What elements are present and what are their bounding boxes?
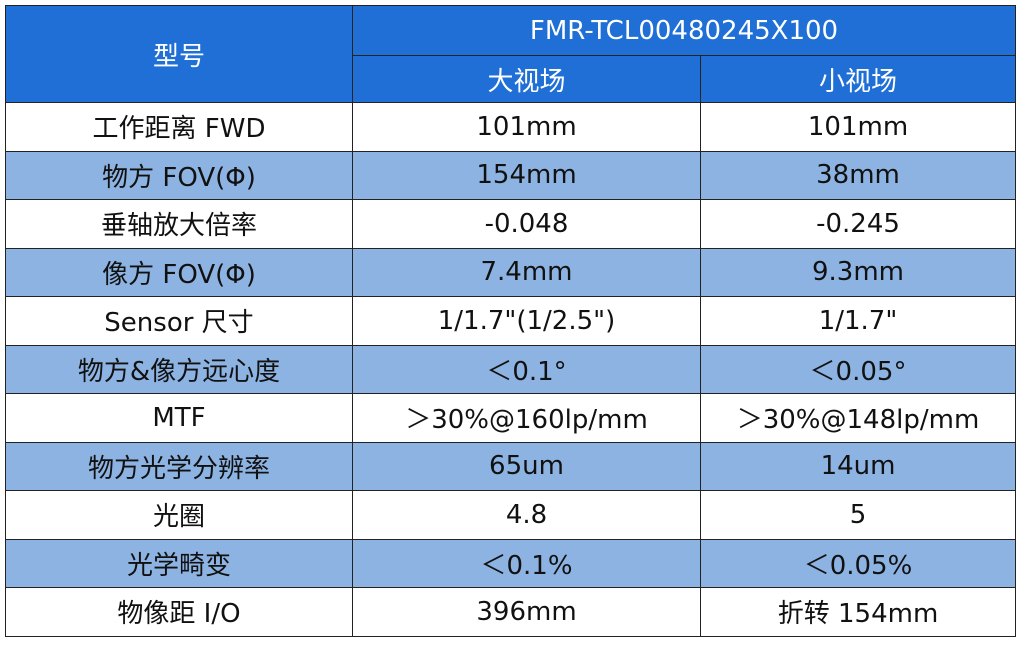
cell: ＞30%@160lp/mm (352, 393, 701, 443)
row-label: Sensor 尺寸 (5, 296, 353, 346)
spec-table: 型号 FMR-TCL00480245X100 大视场 小视场 工作距离 FWD 1… (5, 5, 1017, 637)
row-label: 物方 FOV(Φ) (5, 150, 353, 200)
cell: 154mm (352, 150, 701, 200)
table-row: 光学畸变 ＜0.1% ＜0.05% (5, 538, 1017, 588)
header-row: 大视场 小视场 (6, 55, 1017, 103)
cell: 1/1.7"(1/2.5") (352, 296, 701, 346)
header-column: 大视场 (352, 55, 701, 103)
cell: ＜0.1% (352, 538, 701, 588)
table-row: Sensor 尺寸 1/1.7"(1/2.5") 1/1.7" (5, 296, 1017, 346)
table-row: 物方光学分辨率 65um 14um (5, 441, 1017, 491)
row-label: 物方&像方远心度 (5, 344, 353, 394)
cell: ＜0.05% (699, 538, 1017, 588)
header-row: 型号 FMR-TCL00480245X100 (5, 5, 1017, 103)
cell: 9.3mm (699, 247, 1017, 297)
cell: 7.4mm (352, 247, 701, 297)
table-row: 物方 FOV(Φ) 154mm 38mm (5, 150, 1017, 200)
row-label: 物像距 I/O (5, 587, 353, 637)
table-row: 物方&像方远心度 ＜0.1° ＜0.05° (5, 344, 1017, 394)
table-body: 工作距离 FWD 101mm 101mm 物方 FOV(Φ) 154mm 38mm 垂轴放大… (5, 102, 1017, 637)
cell: ＜0.05° (699, 344, 1017, 394)
table-header: 型号 FMR-TCL00480245X100 大视场 小视场 (5, 5, 1017, 103)
cell: ＞30%@148lp/mm (699, 393, 1017, 443)
header-group: FMR-TCL00480245X100 (351, 5, 1017, 56)
cell: 14um (699, 441, 1017, 491)
cell: 1/1.7" (699, 296, 1017, 346)
header-column: 小视场 (699, 55, 1017, 103)
header-title: 型号 (5, 5, 353, 103)
table-row: 像方 FOV(Φ) 7.4mm 9.3mm (5, 247, 1017, 297)
row-label: 光学畸变 (5, 538, 353, 588)
cell: 38mm (699, 150, 1017, 200)
cell: 396mm (352, 587, 701, 637)
table-row: 光圈 4.8 5 (5, 490, 1017, 540)
cell: -0.048 (352, 199, 701, 249)
table-row: MTF ＞30%@160lp/mm ＞30%@148lp/mm (5, 393, 1017, 443)
cell: 101mm (699, 102, 1017, 152)
table-row: 工作距离 FWD 101mm 101mm (5, 102, 1017, 152)
cell: 65um (352, 441, 701, 491)
table-row: 垂轴放大倍率 -0.048 -0.245 (5, 199, 1017, 249)
cell: -0.245 (699, 199, 1017, 249)
cell: ＜0.1° (352, 344, 701, 394)
row-label: 像方 FOV(Φ) (5, 247, 353, 297)
row-label: 光圈 (5, 490, 353, 540)
cell: 折转 154mm (699, 587, 1017, 637)
cell: 4.8 (352, 490, 701, 540)
row-label: 垂轴放大倍率 (5, 199, 353, 249)
row-label: 物方光学分辨率 (5, 441, 353, 491)
cell: 5 (699, 490, 1017, 540)
row-label: MTF (5, 393, 353, 443)
row-label: 工作距离 FWD (5, 102, 353, 152)
table-row: 物像距 I/O 396mm 折转 154mm (5, 587, 1017, 637)
cell: 101mm (352, 102, 701, 152)
